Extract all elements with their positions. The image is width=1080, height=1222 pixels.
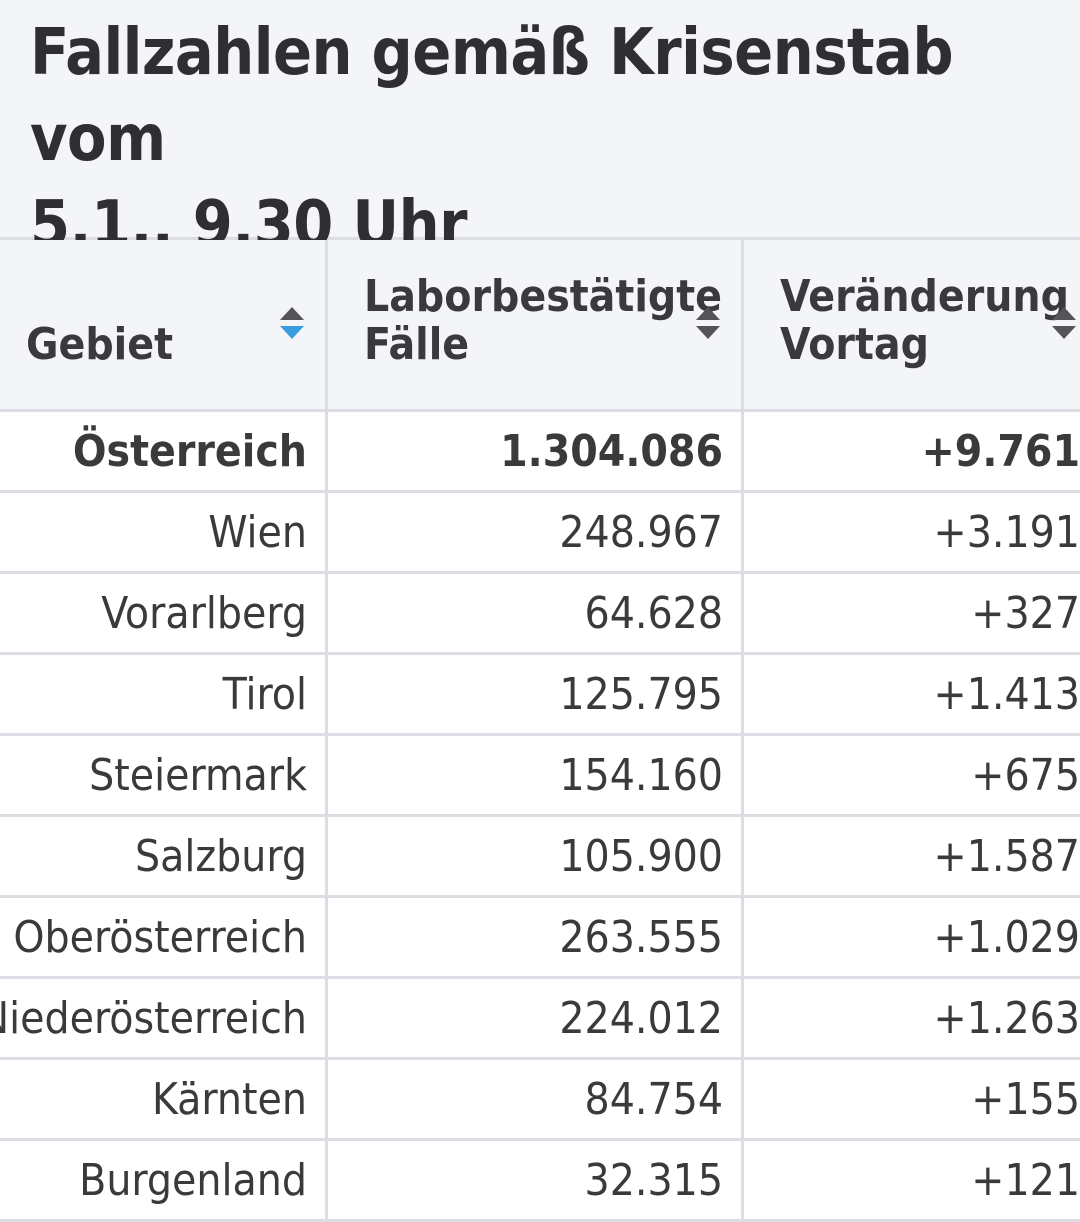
cell-faelle: 224.012 [328, 979, 744, 1057]
page-title-line1: Fallzahlen gemäß Krisenstab vom [30, 16, 954, 176]
sort-icon[interactable] [1050, 304, 1078, 344]
column-header-label: Gebiet [26, 319, 174, 370]
cell-gebiet-text: Salzburg [134, 830, 307, 882]
cell-gebiet-text: Oberösterreich [13, 911, 307, 963]
cell-gebiet: Burgenland [0, 1141, 328, 1219]
table-row: Österreich 1.304.086 +9.761 [0, 412, 1080, 493]
cell-veraenderung-text: +1.587 [933, 830, 1080, 882]
cell-gebiet-text: Tirol [222, 668, 307, 720]
cell-faelle-text: 154.160 [559, 749, 723, 801]
table-header-row: Gebiet Laborbestätigte Fälle [0, 240, 1080, 412]
table-row: Tirol 125.795 +1.413 [0, 655, 1080, 736]
cell-veraenderung: +3.191 [744, 493, 1080, 571]
cell-gebiet-text: Niederösterreich [0, 992, 307, 1044]
cell-faelle-text: 1.304.086 [500, 425, 723, 477]
cell-gebiet-text: Steiermark [89, 749, 307, 801]
cell-gebiet-text: Kärnten [152, 1073, 307, 1125]
cell-veraenderung-text: +675 [971, 749, 1080, 801]
cell-veraenderung: +9.761 [744, 412, 1080, 490]
cell-veraenderung: +1.413 [744, 655, 1080, 733]
table-row: Wien 248.967 +3.191 [0, 493, 1080, 574]
cell-gebiet: Steiermark [0, 736, 328, 814]
column-header-gebiet[interactable]: Gebiet [0, 240, 328, 409]
sort-icon[interactable] [694, 304, 722, 344]
page-title: Fallzahlen gemäß Krisenstab vom 5.1., 9.… [30, 10, 1070, 268]
table-row: Kärnten 84.754 +155 [0, 1060, 1080, 1141]
cell-faelle-text: 32.315 [584, 1154, 723, 1206]
table-row: Niederösterreich 224.012 +1.263 [0, 979, 1080, 1060]
cell-veraenderung-text: +155 [971, 1073, 1080, 1125]
column-header-veraenderung[interactable]: Veränderung Vortag [744, 240, 1080, 409]
cell-faelle-text: 64.628 [584, 587, 723, 639]
cell-faelle-text: 248.967 [559, 506, 723, 558]
table-row: Steiermark 154.160 +675 [0, 736, 1080, 817]
cell-veraenderung: +675 [744, 736, 1080, 814]
cell-faelle: 125.795 [328, 655, 744, 733]
cell-faelle: 64.628 [328, 574, 744, 652]
cell-veraenderung-text: +3.191 [933, 506, 1080, 558]
cell-faelle: 105.900 [328, 817, 744, 895]
cell-gebiet: Tirol [0, 655, 328, 733]
cell-veraenderung: +327 [744, 574, 1080, 652]
cell-gebiet: Österreich [0, 412, 328, 490]
sort-ascending-icon[interactable] [278, 304, 306, 344]
cell-gebiet: Vorarlberg [0, 574, 328, 652]
cell-gebiet-text: Wien [208, 506, 307, 558]
cell-gebiet-text: Österreich [72, 425, 307, 477]
cases-table: Gebiet Laborbestätigte Fälle [0, 240, 1080, 1222]
title-area: Fallzahlen gemäß Krisenstab vom 5.1., 9.… [0, 0, 1080, 262]
cell-veraenderung: +121 [744, 1141, 1080, 1219]
cell-faelle: 84.754 [328, 1060, 744, 1138]
column-header-faelle[interactable]: Laborbestätigte Fälle [328, 240, 744, 409]
cell-gebiet-text: Vorarlberg [101, 587, 307, 639]
table-row: Vorarlberg 64.628 +327 [0, 574, 1080, 655]
cell-faelle: 154.160 [328, 736, 744, 814]
cell-gebiet: Kärnten [0, 1060, 328, 1138]
cell-veraenderung-text: +1.413 [933, 668, 1080, 720]
cell-veraenderung-text: +121 [971, 1154, 1080, 1206]
table-row: Salzburg 105.900 +1.587 [0, 817, 1080, 898]
cell-veraenderung: +155 [744, 1060, 1080, 1138]
column-header-label: Veränderung Vortag [780, 271, 1069, 370]
cell-faelle-text: 125.795 [559, 668, 723, 720]
cell-veraenderung: +1.587 [744, 817, 1080, 895]
column-header-label: Laborbestätigte Fälle [364, 271, 722, 370]
cell-faelle: 32.315 [328, 1141, 744, 1219]
cell-gebiet: Niederösterreich [0, 979, 328, 1057]
cell-faelle: 248.967 [328, 493, 744, 571]
cell-gebiet: Oberösterreich [0, 898, 328, 976]
cell-veraenderung-text: +1.029 [933, 911, 1080, 963]
table-row: Oberösterreich 263.555 +1.029 [0, 898, 1080, 979]
cell-faelle: 263.555 [328, 898, 744, 976]
cell-veraenderung: +1.263 [744, 979, 1080, 1057]
cell-gebiet: Salzburg [0, 817, 328, 895]
cell-faelle-text: 84.754 [584, 1073, 723, 1125]
cell-veraenderung: +1.029 [744, 898, 1080, 976]
cell-gebiet: Wien [0, 493, 328, 571]
cell-faelle-text: 224.012 [559, 992, 723, 1044]
cell-faelle-text: 263.555 [559, 911, 723, 963]
table-row: Burgenland 32.315 +121 [0, 1141, 1080, 1222]
cell-gebiet-text: Burgenland [79, 1154, 307, 1206]
cell-veraenderung-text: +1.263 [933, 992, 1080, 1044]
cell-faelle-text: 105.900 [559, 830, 723, 882]
cell-veraenderung-text: +327 [971, 587, 1080, 639]
cell-veraenderung-text: +9.761 [921, 425, 1080, 477]
cell-faelle: 1.304.086 [328, 412, 744, 490]
